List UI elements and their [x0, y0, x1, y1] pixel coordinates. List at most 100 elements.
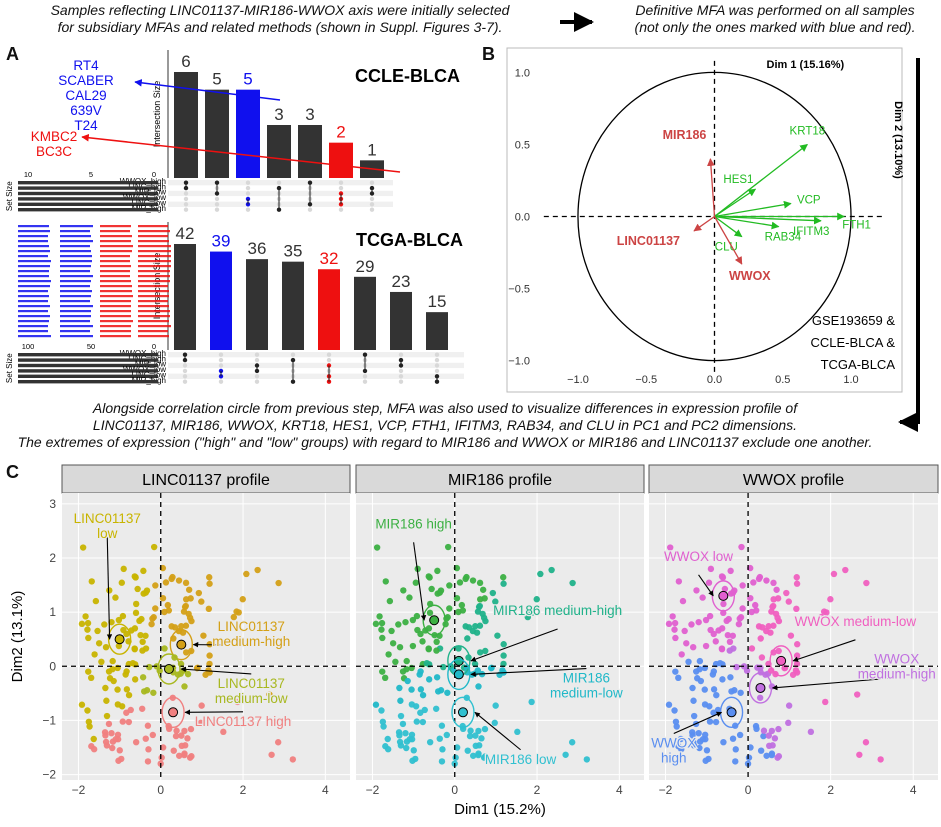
sample-point [144, 722, 152, 729]
sample-point [747, 744, 754, 751]
sample-id-row [18, 290, 48, 293]
sample-point [735, 620, 743, 628]
group-label-arrow [673, 711, 723, 735]
matrix-dot [214, 202, 220, 207]
sample-point [403, 666, 410, 673]
sample-point [757, 664, 764, 671]
sample-point [108, 729, 115, 737]
sample-id-row [138, 295, 169, 298]
blue-sample-name: SCABER [58, 73, 114, 88]
sample-id-row [138, 245, 171, 248]
sample-point [438, 758, 446, 765]
matrix-row [168, 362, 464, 369]
sample-point [408, 686, 415, 693]
matrix-dot [218, 363, 224, 368]
sample-id-row [18, 245, 49, 248]
x-tick-label: 0.5 [775, 374, 790, 386]
intersection-bar [246, 259, 268, 350]
blue-sample-name: T24 [74, 118, 98, 133]
sample-id-row [18, 300, 48, 303]
sample-point [120, 626, 127, 634]
group-label: LINC01137 [218, 619, 285, 634]
matrix-dot [183, 202, 189, 207]
sample-point [818, 613, 825, 621]
intersection-bar [210, 251, 232, 350]
caption-line: The extremes of expression ("high" and "… [17, 434, 873, 450]
sample-point [131, 573, 138, 580]
sample-point [690, 697, 697, 704]
sample-point [419, 691, 427, 699]
set-size-bar [18, 181, 158, 185]
sample-point [178, 732, 185, 739]
y-tick-label: 2 [49, 551, 56, 565]
set-size-bar [18, 380, 158, 384]
blue-sample-name: RT4 [73, 58, 99, 73]
group-label-arrow [413, 542, 427, 621]
sample-point [120, 565, 127, 573]
vector-label: LINC01137 [617, 234, 680, 248]
sample-id-row [60, 270, 90, 273]
y-tick-label: 1 [49, 605, 56, 619]
correlation-circle-panel: −1.0 −0.5 0.0 0.5 1.0 1.0 0.5 0.0 −0.5 −1.0 Dim 1 … [506, 47, 904, 393]
sample-point [562, 751, 569, 758]
sample-id-row [60, 320, 90, 323]
group-centroid [114, 634, 125, 645]
sample-point [763, 577, 770, 584]
sample-point [500, 652, 507, 659]
sample-point [475, 683, 482, 690]
sample-id-row [138, 330, 168, 333]
sample-point [726, 647, 733, 654]
sample-point [206, 580, 213, 587]
sample-point [380, 723, 387, 730]
sample-point [675, 674, 682, 682]
matrix-dot [245, 185, 251, 191]
group-label: MIR186 high [375, 516, 452, 531]
sample-point [396, 684, 403, 692]
sample-point [125, 718, 133, 726]
group-label: LINC01137 [218, 676, 285, 691]
matrix-row [168, 357, 464, 363]
bar-value-label: 39 [212, 232, 231, 251]
sample-point [726, 638, 734, 646]
sample-id-row [18, 235, 48, 238]
sample-point [178, 742, 185, 750]
sample-id-row [100, 230, 130, 233]
sample-point [102, 738, 110, 746]
matrix-dot [369, 196, 375, 202]
sample-id-row [60, 335, 93, 338]
sample-point [138, 615, 145, 623]
sample-point [413, 612, 421, 620]
facet-strip [648, 464, 939, 494]
matrix-dot [276, 180, 282, 185]
sample-point [689, 729, 696, 736]
sample-point [500, 660, 507, 668]
sample-point [712, 718, 720, 726]
confidence-ellipse [451, 696, 475, 729]
intersection-bar [354, 276, 376, 350]
sample-point [456, 579, 464, 586]
sample-point [718, 625, 726, 632]
sample-point [79, 544, 87, 551]
sample-point [140, 688, 148, 695]
sample-point [770, 602, 777, 610]
group-centroid [453, 655, 464, 666]
sample-point [139, 674, 147, 681]
y-axis-title: Dim 2 (13.10%) [892, 101, 904, 179]
sample-point [757, 747, 765, 754]
y-tick-label: 0 [49, 659, 56, 673]
sample-point [729, 735, 737, 742]
sample-point [774, 754, 781, 761]
sample-point [122, 671, 129, 678]
matrix-dot [254, 357, 260, 363]
sample-point [673, 723, 680, 730]
sample-point [688, 621, 695, 628]
matrix-dot [214, 196, 220, 202]
sample-id-row [138, 335, 169, 338]
loading-vector [693, 215, 715, 232]
sample-point [243, 570, 250, 578]
matrix-dot [245, 207, 251, 212]
group-label: MIR186 low [485, 752, 557, 767]
sample-point [180, 667, 187, 674]
group-label-arrow [470, 628, 558, 662]
sample-point [492, 702, 499, 709]
